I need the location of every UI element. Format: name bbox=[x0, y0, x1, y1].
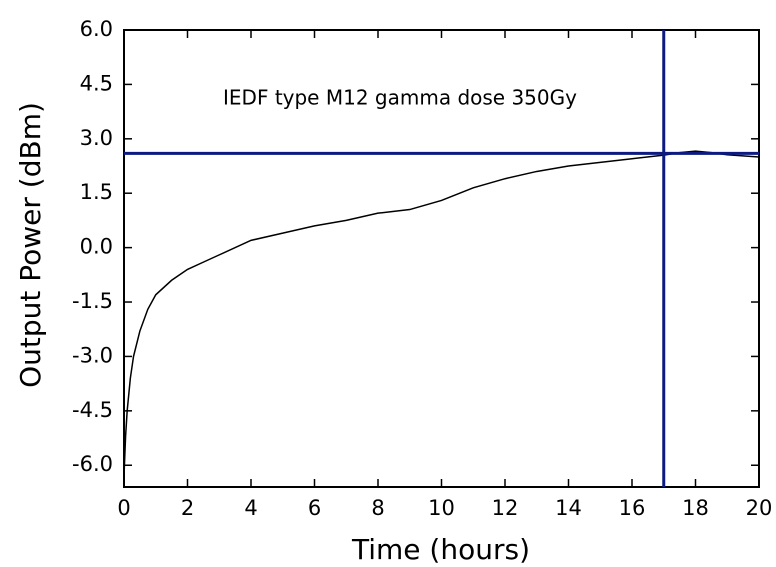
x-tick-label: 14 bbox=[555, 496, 582, 520]
x-tick-label: 0 bbox=[117, 496, 130, 520]
x-tick-label: 12 bbox=[492, 496, 519, 520]
y-tick-label: -4.5 bbox=[72, 398, 113, 422]
y-tick-label: 1.5 bbox=[80, 180, 113, 204]
x-axis-title: Time (hours) bbox=[351, 533, 530, 566]
x-tick-label: 4 bbox=[244, 496, 257, 520]
x-tick-label: 8 bbox=[371, 496, 384, 520]
x-tick-label: 2 bbox=[181, 496, 194, 520]
y-axis-title: Output Power (dBm) bbox=[14, 102, 47, 388]
y-tick-label: 6.0 bbox=[80, 17, 113, 41]
x-tick-label: 18 bbox=[682, 496, 709, 520]
y-tick-label: 0.0 bbox=[80, 235, 113, 259]
y-tick-label: -1.5 bbox=[72, 289, 113, 313]
y-tick-label: 3.0 bbox=[80, 126, 113, 150]
y-tick-label: -3.0 bbox=[72, 343, 113, 367]
x-tick-label: 16 bbox=[619, 496, 646, 520]
x-tick-label: 6 bbox=[308, 496, 321, 520]
y-tick-label: 4.5 bbox=[80, 71, 113, 95]
y-tick-label: -6.0 bbox=[72, 452, 113, 476]
x-tick-label: 20 bbox=[746, 496, 773, 520]
annotation: IEDF type M12 gamma dose 350Gy bbox=[223, 86, 577, 110]
x-tick-label: 10 bbox=[428, 496, 455, 520]
